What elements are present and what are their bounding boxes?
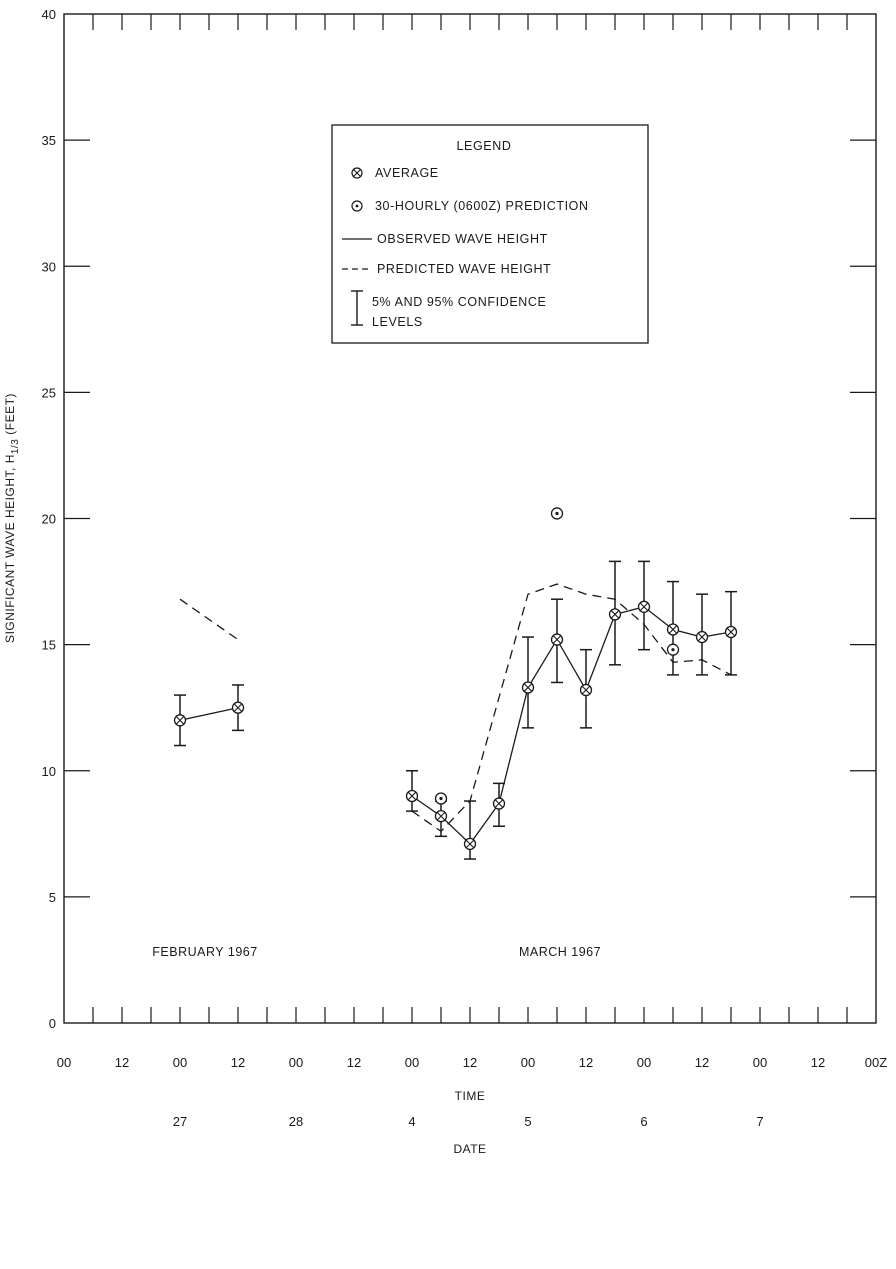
x-tick-label: 12	[579, 1055, 593, 1070]
y-tick-label: 25	[42, 385, 56, 400]
average-point-cross-b	[581, 685, 591, 695]
legend-item-predicted: PREDICTED WAVE HEIGHT	[377, 262, 551, 276]
prediction-point-dot	[671, 648, 675, 652]
average-point-cross-b	[233, 703, 243, 712]
average-point	[405, 789, 419, 803]
average-point	[434, 810, 448, 823]
prediction-point	[434, 792, 448, 805]
legend-errorbar-icon	[351, 290, 363, 326]
observed-wave-line	[411, 606, 732, 845]
y-tick-label: 5	[49, 890, 56, 905]
prediction-point-dot	[439, 796, 443, 801]
legend-item-observed: OBSERVED WAVE HEIGHT	[377, 232, 548, 246]
average-point	[666, 623, 680, 636]
y-tick-label: 30	[42, 259, 56, 274]
prediction-point	[550, 507, 564, 520]
y-axis-title-subscript: 1/3	[10, 439, 21, 454]
average-point	[637, 600, 651, 613]
confidence-bar	[464, 800, 476, 860]
x-tick-label: 00	[173, 1055, 187, 1070]
average-point-cross-b	[552, 635, 562, 644]
x-tick-label: 12	[811, 1055, 825, 1070]
y-tick-label: 0	[49, 1016, 56, 1031]
date-label: 28	[289, 1114, 303, 1129]
average-point-cross-b	[610, 610, 620, 619]
x-tick-label: 00	[753, 1055, 767, 1070]
x-tick-label: 00	[637, 1055, 651, 1070]
prediction-point	[666, 643, 680, 656]
average-point	[579, 683, 593, 697]
average-point	[173, 714, 187, 727]
average-point-cross-b	[407, 791, 417, 801]
annotation-february: FEBRUARY 1967	[152, 945, 257, 959]
average-point	[231, 701, 245, 714]
average-point-cross-b	[175, 716, 185, 725]
observed-wave-line	[179, 707, 239, 721]
legend: LEGEND AVERAGE 30-HOURLY (0600Z) PREDICT…	[331, 124, 649, 344]
average-point	[521, 681, 535, 694]
x-tick-labels: 00 12 00 12 00 12 00 12 00 12 00 12 00 12 00Z	[57, 1055, 887, 1070]
y-axis-title-unit: (FEET)	[3, 393, 17, 435]
x-axis-title: TIME	[455, 1089, 486, 1103]
average-point-cross-b	[465, 839, 475, 849]
date-label: 7	[756, 1114, 763, 1129]
x2-axis-title: DATE	[453, 1142, 486, 1156]
x-tick-label: 00Z	[865, 1055, 887, 1070]
average-point-cross-b	[668, 625, 678, 634]
average-point-cross-b	[494, 799, 504, 808]
average-point	[463, 837, 477, 851]
annotation-march: MARCH 1967	[519, 945, 601, 959]
date-labels: 27 28 4 5 6 7	[173, 1114, 764, 1129]
average-point	[695, 630, 709, 644]
legend-item-average: AVERAGE	[375, 166, 439, 180]
y-tick-label: 20	[42, 512, 56, 527]
legend-average-icon	[351, 167, 363, 179]
average-point	[608, 608, 622, 621]
date-label: 5	[524, 1114, 531, 1129]
x-tick-label: 12	[347, 1055, 361, 1070]
date-label: 6	[640, 1114, 647, 1129]
y-tick-labels: 0 5 10 15 20 25 30 35 40	[42, 7, 56, 1031]
average-point-cross-b	[523, 683, 533, 692]
average-point-cross-b	[436, 811, 446, 821]
y-tick-label: 40	[42, 7, 56, 22]
predicted-wave-line	[411, 583, 732, 833]
average-point	[724, 625, 738, 639]
average-point-cross-b	[726, 627, 736, 637]
x-tick-label: 00	[405, 1055, 419, 1070]
date-label: 27	[173, 1114, 187, 1129]
average-point	[550, 633, 564, 646]
y-axis-title-main: SIGNIFICANT WAVE HEIGHT, H	[3, 454, 17, 643]
date-label: 4	[408, 1114, 415, 1129]
predicted-wave-line	[179, 598, 239, 641]
legend-item-prediction: 30-HOURLY (0600Z) PREDICTION	[375, 199, 589, 213]
average-point-cross-b	[697, 632, 707, 642]
x-tick-label: 12	[115, 1055, 129, 1070]
y-tick-label: 10	[42, 764, 56, 779]
legend-item-confidence: 5% AND 95% CONFIDENCE LEVELS	[372, 295, 551, 329]
x-tick-label: 00	[57, 1055, 71, 1070]
series-layer	[173, 507, 738, 860]
prediction-point-dot	[555, 511, 559, 516]
legend-box	[331, 124, 649, 344]
y-axis-title: SIGNIFICANT WAVE HEIGHT, H1/3 (FEET)	[3, 393, 21, 643]
axis-ticks	[64, 14, 876, 1023]
x-tick-label: 12	[463, 1055, 477, 1070]
average-point	[492, 797, 506, 810]
y-tick-label: 35	[42, 133, 56, 148]
x-tick-label: 12	[231, 1055, 245, 1070]
y-tick-label: 15	[42, 638, 56, 653]
legend-prediction-icon	[351, 200, 363, 212]
legend-title: LEGEND	[456, 139, 511, 153]
average-point-cross-b	[639, 602, 649, 611]
x-tick-label: 12	[695, 1055, 709, 1070]
x-tick-label: 00	[289, 1055, 303, 1070]
x-tick-label: 00	[521, 1055, 535, 1070]
